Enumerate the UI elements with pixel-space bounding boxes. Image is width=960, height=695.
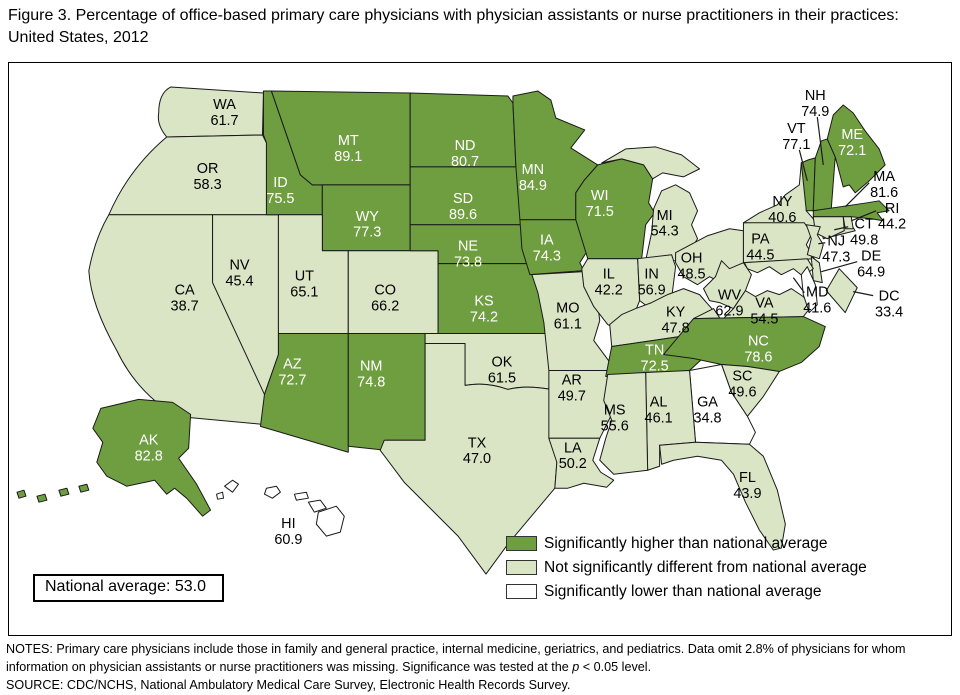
state-NJ — [805, 224, 824, 260]
notes-text: NOTES: Primary care physicians include t… — [6, 642, 906, 674]
state-label-VA: VA 54.5 — [750, 296, 778, 328]
state-label-TX: TX 47.0 — [463, 435, 491, 467]
state-label-OH: OH 48.5 — [677, 251, 705, 283]
state-AK-aleutian-island — [36, 493, 48, 503]
state-label-MD: MD 41.6 — [803, 285, 831, 317]
legend-row-higher: Significantly higher than national avera… — [506, 534, 867, 552]
state-WV — [703, 260, 752, 310]
map-frame: WA 61.7 OR 58.3 CA 38.7 NV 45.4 ID 75.5 MT 89.1 WY 77… — [8, 62, 952, 636]
state-label-VT: VT 77.1 — [782, 121, 810, 153]
state-MS — [599, 371, 649, 475]
state-ME — [826, 104, 886, 194]
state-label-NV: NV 45.4 — [225, 258, 253, 290]
state-label-NY: NY 40.6 — [768, 194, 796, 226]
state-label-MT: MT 89.1 — [334, 133, 362, 165]
state-AK-aleutian-island — [16, 489, 27, 499]
state-label-CO: CO 66.2 — [371, 283, 399, 315]
state-label-ID: ID 75.5 — [266, 175, 294, 207]
notes-italic-p: p — [572, 659, 580, 674]
state-AK-aleutian-island — [58, 487, 70, 497]
state-label-SD: SD 89.6 — [449, 191, 477, 223]
state-label-ND: ND 80.7 — [451, 138, 479, 170]
figure-notes: NOTES: Primary care physicians include t… — [6, 641, 958, 695]
state-label-DC: DC 33.4 — [875, 289, 903, 321]
state-OR — [108, 134, 267, 216]
state-label-MO: MO 61.1 — [554, 301, 582, 333]
figure-title: Figure 3. Percentage of office-based pri… — [8, 7, 899, 47]
state-label-IL: IL 42.2 — [595, 267, 623, 299]
state-label-MS: MS 55.6 — [601, 402, 629, 434]
state-label-OR: OR 58.3 — [194, 161, 222, 193]
state-label-WV: WV 62.9 — [715, 288, 743, 320]
legend-label-not-different: Not significantly different from nationa… — [544, 558, 867, 576]
state-HI-island — [307, 499, 327, 513]
state-label-AZ: AZ 72.7 — [278, 356, 306, 388]
state-NC — [663, 316, 826, 372]
state-HI-island — [315, 505, 345, 537]
state-label-LA: LA 50.2 — [559, 440, 587, 472]
legend-swatch-not-different — [506, 560, 537, 575]
state-label-NM: NM 74.8 — [357, 358, 385, 390]
state-HI-island — [216, 491, 225, 500]
state-HI-island — [224, 479, 240, 493]
state-LA — [548, 437, 615, 489]
state-AK-aleutian-island — [78, 483, 90, 493]
state-label-FL: FL 43.9 — [733, 470, 761, 502]
state-label-TN: TN 72.5 — [641, 342, 669, 374]
state-label-WA: WA 61.7 — [210, 97, 238, 129]
state-NM — [347, 333, 426, 451]
state-label-IA: IA 74.3 — [533, 233, 561, 265]
source-text: SOURCE: CDC/NCHS, National Ambulatory Me… — [6, 677, 571, 692]
state-label-HI: HI 60.9 — [274, 516, 302, 548]
state-label-PA: PA 44.5 — [746, 232, 774, 264]
state-label-NC: NC 78.6 — [744, 334, 772, 366]
state-label-DE: DE 64.9 — [857, 249, 885, 281]
state-label-NH: NH 74.9 — [801, 88, 829, 120]
state-HI-island — [293, 491, 309, 501]
state-label-CA: CA 38.7 — [171, 283, 199, 315]
state-label-SC: SC 49.6 — [728, 368, 756, 400]
state-label-CT: CT 49.8 — [850, 217, 878, 249]
state-label-MA: MA 81.6 — [870, 169, 898, 201]
state-label-AL: AL 46.1 — [645, 394, 673, 426]
state-label-GA: GA 34.8 — [693, 394, 721, 426]
legend: Significantly higher than national avera… — [506, 534, 867, 608]
national-average-box: National average: 53.0 — [33, 574, 224, 602]
state-AK — [92, 398, 212, 517]
callout-leader-lines — [792, 116, 877, 297]
state-label-ME: ME 72.1 — [838, 127, 866, 159]
state-label-RI: RI 44.2 — [878, 201, 906, 233]
state-label-WI: WI 71.5 — [586, 188, 614, 220]
state-DC-inset-diamond — [825, 268, 858, 314]
state-MD-VA-eastern-shore — [800, 266, 818, 314]
legend-swatch-higher — [506, 536, 537, 551]
state-label-KS: KS 74.2 — [470, 294, 498, 326]
state-FL — [659, 441, 786, 551]
state-label-IN: IN 56.9 — [638, 267, 666, 299]
legend-label-higher: Significantly higher than national avera… — [544, 534, 828, 552]
state-label-MI: MI 54.3 — [651, 208, 679, 240]
state-label-OK: OK 61.5 — [488, 354, 516, 386]
legend-swatch-lower — [506, 584, 537, 599]
state-MD — [743, 258, 814, 278]
state-label-KY: KY 47.8 — [662, 305, 690, 337]
state-RI — [842, 216, 854, 230]
state-MI-upper-peninsula — [601, 146, 701, 180]
state-label-UT: UT 65.1 — [290, 269, 318, 301]
state-label-AK: AK 82.8 — [135, 432, 163, 464]
legend-label-lower: Significantly lower than national averag… — [544, 582, 822, 600]
legend-row-not-different: Not significantly different from nationa… — [506, 558, 867, 576]
us-choropleth-map: WA 61.7 OR 58.3 CA 38.7 NV 45.4 ID 75.5 MT 89.1 WY 77… — [16, 86, 906, 575]
state-label-WY: WY 77.3 — [353, 209, 381, 241]
state-label-MN: MN 84.9 — [519, 162, 547, 194]
state-label-NE: NE 73.8 — [454, 239, 482, 271]
state-TX — [379, 343, 562, 575]
state-label-AR: AR 49.7 — [558, 372, 586, 404]
state-DE — [810, 256, 823, 284]
state-label-NJ: NJ 47.3 — [822, 234, 850, 266]
legend-row-lower: Significantly lower than national averag… — [506, 582, 867, 600]
notes-text-after: < 0.05 level. — [579, 659, 652, 674]
state-HI-island — [263, 485, 281, 499]
